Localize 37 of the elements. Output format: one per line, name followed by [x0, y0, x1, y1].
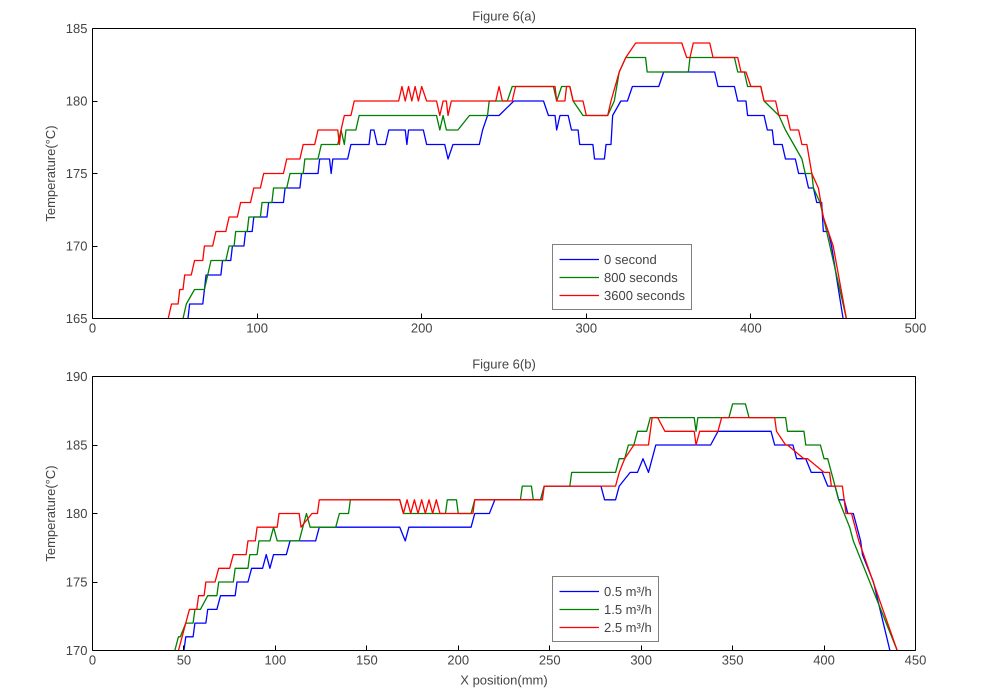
y-tick-label: 190 — [66, 369, 88, 384]
x-tick-label: 200 — [410, 320, 433, 336]
legend-label: 1.5 m³/h — [604, 601, 652, 617]
x-tick-label: 0 — [88, 652, 96, 668]
y-tick-label: 165 — [66, 311, 88, 326]
y-axis-title: Temperature(°C) — [42, 465, 58, 562]
x-tick-label: 450 — [904, 652, 926, 668]
x-tick-label: 50 — [176, 652, 192, 668]
x-tick-label: 300 — [630, 652, 652, 668]
chart-title: Figure 6(b) — [472, 356, 536, 372]
chart-title: Figure 6(a) — [472, 8, 536, 24]
legend-label: 2.5 m³/h — [604, 619, 652, 635]
x-tick-label: 350 — [722, 652, 744, 668]
x-tick-label: 0 — [88, 320, 96, 336]
y-tick-label: 180 — [66, 94, 88, 108]
x-tick-label: 300 — [575, 320, 598, 336]
x-tick-label: 100 — [264, 652, 286, 668]
legend-label: 3600 seconds — [604, 287, 685, 303]
x-tick-label: 500 — [904, 320, 926, 336]
x-tick-label: 200 — [447, 652, 470, 668]
legend-label: 800 seconds — [604, 269, 678, 285]
y-tick-label: 170 — [66, 238, 88, 254]
y-tick-label: 175 — [66, 166, 88, 181]
x-tick-label: 400 — [813, 652, 835, 668]
y-tick-label: 185 — [66, 438, 88, 452]
y-axis-title: Temperature(°C) — [42, 125, 58, 222]
y-tick-label: 185 — [66, 21, 88, 36]
y-tick-label: 170 — [66, 643, 88, 658]
x-tick-label: 250 — [538, 652, 561, 668]
legend-label: 0 second — [604, 251, 657, 267]
x-tick-label: 100 — [246, 320, 268, 336]
legend-label: 0.5 m³/h — [604, 583, 652, 599]
x-tick-label: 150 — [356, 652, 378, 668]
y-tick-label: 175 — [66, 574, 88, 590]
x-tick-label: 400 — [740, 320, 762, 336]
x-axis-title: X position(mm) — [460, 672, 548, 688]
y-tick-label: 180 — [66, 506, 88, 521]
